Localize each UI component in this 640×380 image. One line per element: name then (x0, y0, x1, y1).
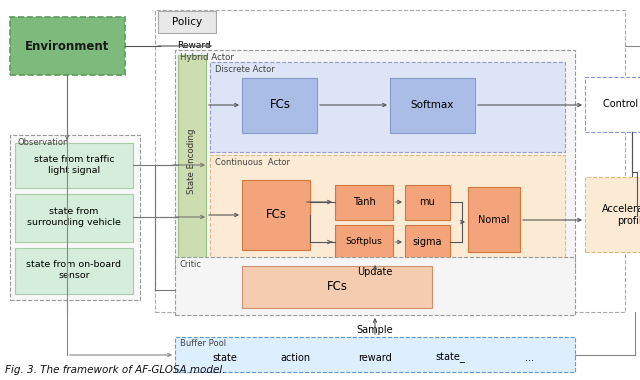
Bar (335, 185, 393, 220)
Text: state from on-board
sensor: state from on-board sensor (26, 260, 122, 280)
Text: State Encoding: State Encoding (188, 128, 196, 194)
Bar (175, 337, 575, 372)
Text: reward: reward (358, 353, 392, 363)
Text: Fig. 3. The framework of AF-GLOSA model.: Fig. 3. The framework of AF-GLOSA model. (5, 365, 225, 375)
Text: Buffer Pool: Buffer Pool (180, 339, 226, 348)
Bar (178, 55, 206, 267)
Bar (155, 10, 625, 312)
Text: Discrete Actor: Discrete Actor (215, 65, 275, 74)
Bar (210, 62, 565, 152)
Bar (335, 225, 393, 260)
Text: Reward: Reward (177, 41, 211, 49)
Text: Softmax: Softmax (410, 100, 454, 110)
Bar (585, 177, 640, 252)
Text: Sample: Sample (356, 325, 394, 335)
Bar (15, 194, 133, 242)
Text: Softplus: Softplus (346, 238, 382, 247)
Text: Acceleration
profile: Acceleration profile (602, 204, 640, 226)
Text: Critic: Critic (180, 260, 202, 269)
Text: Policy: Policy (172, 17, 202, 27)
Text: Observation: Observation (18, 138, 69, 147)
Bar (175, 257, 575, 315)
Text: ...: ... (525, 353, 534, 363)
Text: FCs: FCs (266, 209, 287, 222)
Bar (242, 78, 317, 133)
Text: state from
surrounding vehicle: state from surrounding vehicle (27, 207, 121, 227)
Bar (390, 78, 475, 133)
Text: state from traffic
light signal: state from traffic light signal (34, 155, 115, 175)
Text: sigma: sigma (412, 237, 442, 247)
Text: state: state (212, 353, 237, 363)
Bar (175, 50, 575, 270)
Text: Environment: Environment (25, 40, 109, 52)
Bar (242, 266, 432, 308)
Bar (405, 225, 450, 260)
Text: FCs: FCs (269, 98, 291, 111)
Bar (405, 185, 450, 220)
Bar (242, 180, 310, 250)
Text: Tanh: Tanh (353, 197, 376, 207)
Bar (158, 11, 216, 33)
Bar (585, 77, 640, 132)
Text: Hybrid Actor: Hybrid Actor (180, 53, 234, 62)
Bar (210, 155, 565, 267)
Bar (468, 187, 520, 252)
Text: Continuous  Actor: Continuous Actor (215, 158, 290, 167)
Text: mu: mu (419, 197, 435, 207)
Text: Control Gap: Control Gap (603, 99, 640, 109)
Text: action: action (280, 353, 310, 363)
Text: Nomal: Nomal (478, 215, 509, 225)
Bar (15, 143, 133, 188)
Bar (10, 135, 140, 300)
Text: Update: Update (357, 267, 393, 277)
Bar (15, 248, 133, 294)
Bar (10, 17, 125, 75)
Text: state_: state_ (435, 353, 465, 363)
Text: FCs: FCs (326, 280, 348, 293)
